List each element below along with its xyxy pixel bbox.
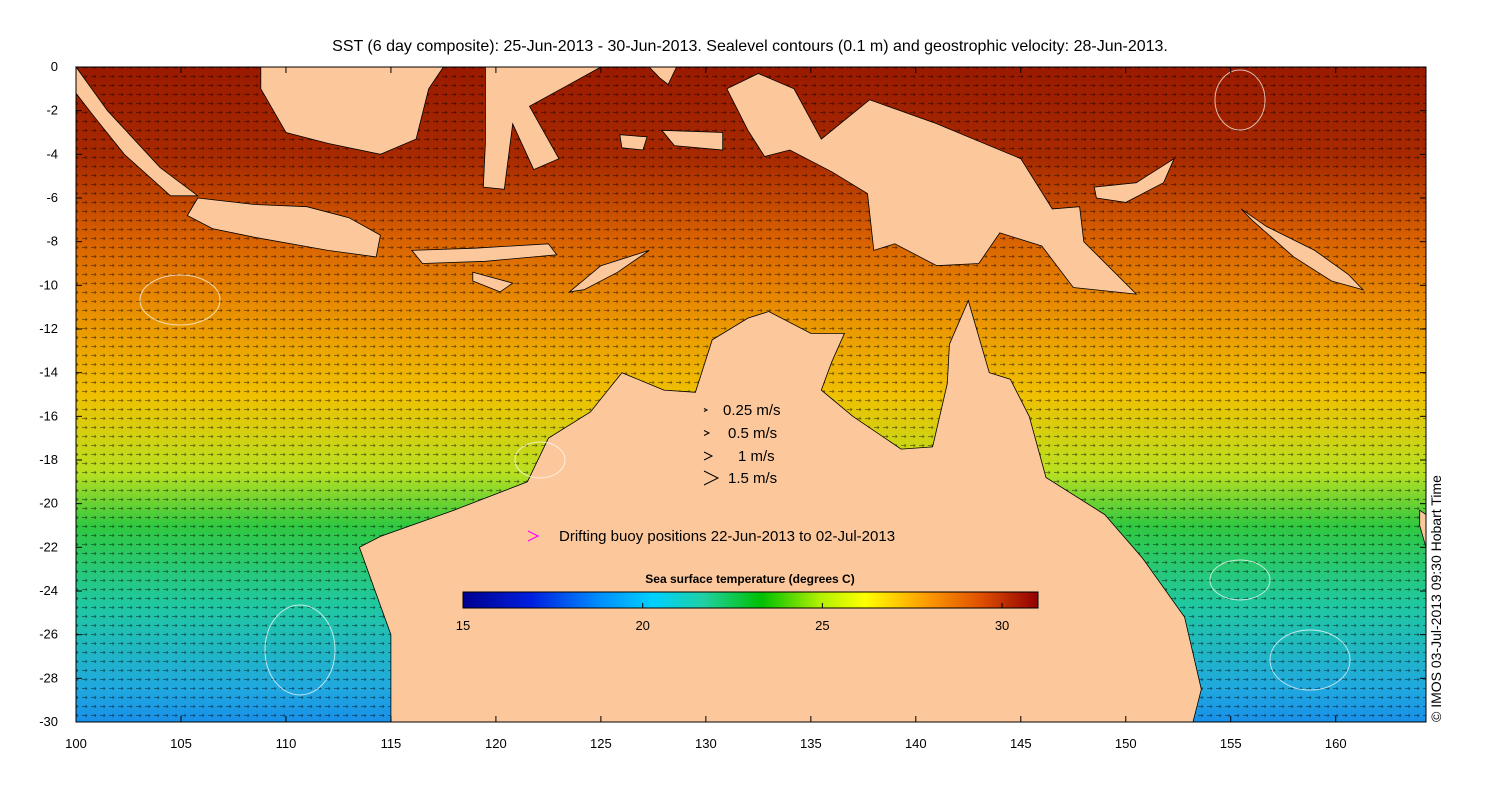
buru-landmass	[619, 134, 648, 151]
x-tick-label: 100	[65, 736, 87, 751]
buoy-marker-icon	[527, 530, 540, 542]
x-tick-label: 145	[1010, 736, 1032, 751]
velocity-arrow-icon	[703, 451, 714, 461]
x-tick-label: 120	[485, 736, 507, 751]
y-tick-label: -26	[39, 627, 58, 642]
y-tick-label: -24	[39, 583, 58, 598]
map-frame	[75, 66, 1427, 723]
flores-landmass	[411, 243, 558, 264]
y-tick-label: -30	[39, 714, 58, 729]
sulawesi-landmass	[482, 66, 602, 190]
x-tick-label: 160	[1325, 736, 1347, 751]
x-tick-label: 125	[590, 736, 612, 751]
colorbar-tick-label: 15	[456, 618, 470, 633]
new-britain-landmass	[1093, 157, 1175, 203]
colorbar-title: Sea surface temperature (degrees C)	[645, 572, 854, 586]
x-axis: 100 105 110 115 120 125 130 135 140 145 150 155 160	[65, 67, 1347, 751]
y-tick-label: -4	[46, 146, 58, 161]
velocity-arrow-icon	[703, 408, 709, 412]
colorbar-gradient	[462, 591, 1039, 609]
y-tick-label: -16	[39, 408, 58, 423]
y-tick-label: -18	[39, 452, 58, 467]
velocity-arrow-icon	[703, 430, 711, 436]
timor-landmass	[568, 250, 650, 293]
velocity-legend-label: 0.25 m/s	[723, 402, 781, 419]
y-tick-label: -28	[39, 670, 58, 685]
seram-landmass	[660, 129, 724, 151]
colorbar-tick-label: 20	[635, 618, 649, 633]
x-tick-label: 105	[170, 736, 192, 751]
x-tick-label: 155	[1220, 736, 1242, 751]
buoy-legend: Drifting buoy positions 22-Jun-2013 to 0…	[527, 528, 895, 545]
solomons-landmass	[1240, 208, 1365, 291]
velocity-arrow-icon	[703, 470, 720, 486]
sumatra-landmass	[75, 65, 199, 197]
x-tick-label: 115	[381, 736, 402, 751]
buoy-legend-label: Drifting buoy positions 22-Jun-2013 to 0…	[559, 528, 895, 545]
y-tick-label: -10	[39, 277, 58, 292]
x-tick-label: 135	[800, 736, 822, 751]
x-tick-label: 150	[1115, 736, 1137, 751]
x-tick-label: 110	[276, 736, 297, 751]
y-tick-label: -14	[39, 365, 58, 380]
y-tick-label: -20	[39, 496, 58, 511]
y-tick-label: -12	[39, 321, 58, 336]
velocity-legend: 0.25 m/s 0.5 m/s 1 m/s 1.5 m/s	[703, 402, 781, 487]
colorbar-ticks: 15 20 25 30	[456, 603, 1009, 633]
y-tick-label: -22	[39, 539, 58, 554]
credit-text: © IMOS 03-Jul-2013 09:30 Hobart Time	[1428, 475, 1444, 722]
new-guinea-landmass	[726, 73, 1138, 295]
y-tick-label: 0	[51, 59, 58, 74]
y-tick-label: -6	[46, 190, 58, 205]
sealevel-contours	[139, 69, 1351, 696]
land-masses	[75, 65, 1427, 723]
y-tick-label: -8	[46, 234, 58, 249]
y-axis: 0 -2 -4 -6 -8 -10 -12 -14 -16 -18 -20 -22 -24 -26 -28 -…	[39, 59, 1426, 729]
y-tick-label: -2	[46, 103, 58, 118]
map-title: SST (6 day composite): 25-Jun-2013 - 30-…	[332, 38, 1168, 55]
colorbar: Sea surface temperature (degrees C) 15 20…	[456, 572, 1039, 633]
colorbar-tick-label: 25	[815, 618, 829, 633]
velocity-legend-label: 0.5 m/s	[728, 425, 777, 442]
australia-landmass	[358, 299, 1202, 723]
x-tick-label: 130	[695, 736, 717, 751]
velocity-legend-label: 1 m/s	[738, 448, 775, 465]
java-landmass	[186, 197, 381, 258]
colorbar-tick-label: 30	[995, 618, 1009, 633]
velocity-legend-label: 1.5 m/s	[728, 470, 777, 487]
x-tick-label: 140	[905, 736, 927, 751]
sumba-landmass	[472, 271, 514, 293]
